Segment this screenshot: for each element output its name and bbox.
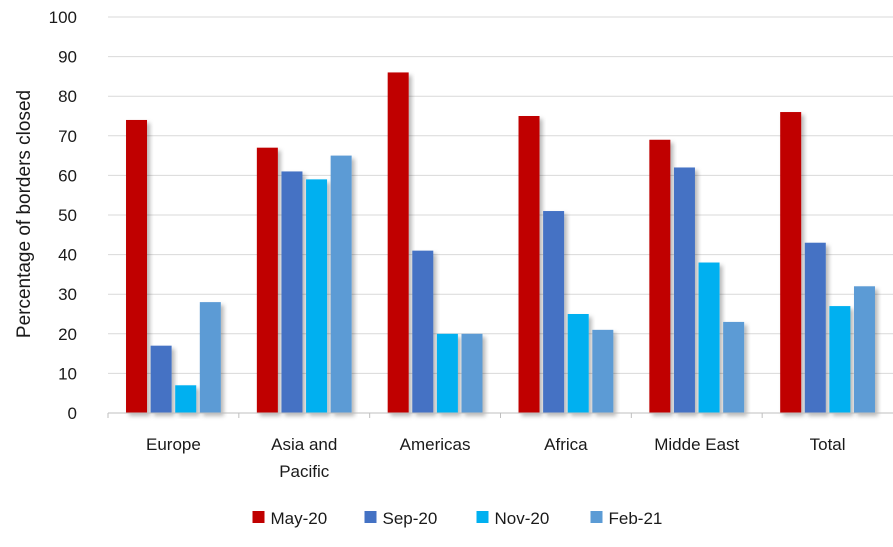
y-tick-label: 50 <box>58 206 77 225</box>
bar <box>543 211 565 413</box>
bar <box>567 314 589 413</box>
bar <box>829 306 851 413</box>
bar <box>698 262 720 413</box>
y-axis-ticks: 0 10 20 30 40 50 60 70 80 90 100 <box>49 8 77 423</box>
x-category-label: Asia and Pacific <box>271 435 337 481</box>
y-tick-label: 70 <box>58 127 77 146</box>
gridlines <box>108 16 893 374</box>
y-tick-label: 30 <box>58 285 77 304</box>
x-category-label: Total <box>810 435 846 454</box>
bar <box>853 286 875 413</box>
y-tick-label: 90 <box>58 48 77 67</box>
y-tick-label: 60 <box>58 166 77 185</box>
bar <box>256 147 278 413</box>
x-axis: Europe Asia and Pacific Americas Africa Midde… <box>107 412 893 481</box>
bar <box>412 250 434 413</box>
x-category-label: Europe <box>146 435 201 454</box>
bar <box>673 167 695 413</box>
legend-swatch <box>476 511 489 523</box>
y-tick-label: 40 <box>58 246 77 265</box>
x-category-label: Midde East <box>654 435 739 454</box>
legend-label: May-20 <box>271 509 328 528</box>
bar <box>330 155 352 413</box>
bar <box>649 139 671 413</box>
bar <box>126 119 148 414</box>
bars <box>126 72 875 414</box>
bar <box>175 385 197 413</box>
bar <box>592 329 614 413</box>
x-category-label: Americas <box>400 435 471 454</box>
bar <box>518 116 540 413</box>
legend-label: Sep-20 <box>383 509 438 528</box>
bar <box>387 72 409 413</box>
bar <box>804 242 826 413</box>
x-category-label: Africa <box>544 435 588 454</box>
y-tick-label: 80 <box>58 87 77 106</box>
y-tick-label: 100 <box>49 8 77 27</box>
legend-label: Feb-21 <box>609 509 663 528</box>
legend-swatch <box>364 511 377 523</box>
legend-swatch <box>252 511 265 523</box>
y-tick-label: 10 <box>58 364 77 383</box>
bar <box>281 171 303 413</box>
bar <box>436 333 458 413</box>
y-axis-title: Percentage of borders closed <box>14 90 35 338</box>
y-tick-label: 20 <box>58 325 77 344</box>
bar <box>306 179 328 413</box>
bar <box>780 112 802 413</box>
legend-swatch <box>590 511 603 523</box>
bar <box>461 333 483 413</box>
bar <box>150 345 172 413</box>
bar <box>723 321 745 413</box>
legend: May-20 Sep-20 Nov-20 Feb-21 <box>252 509 663 528</box>
bar <box>199 302 221 413</box>
legend-label: Nov-20 <box>495 509 550 528</box>
y-tick-label: 0 <box>68 404 77 423</box>
